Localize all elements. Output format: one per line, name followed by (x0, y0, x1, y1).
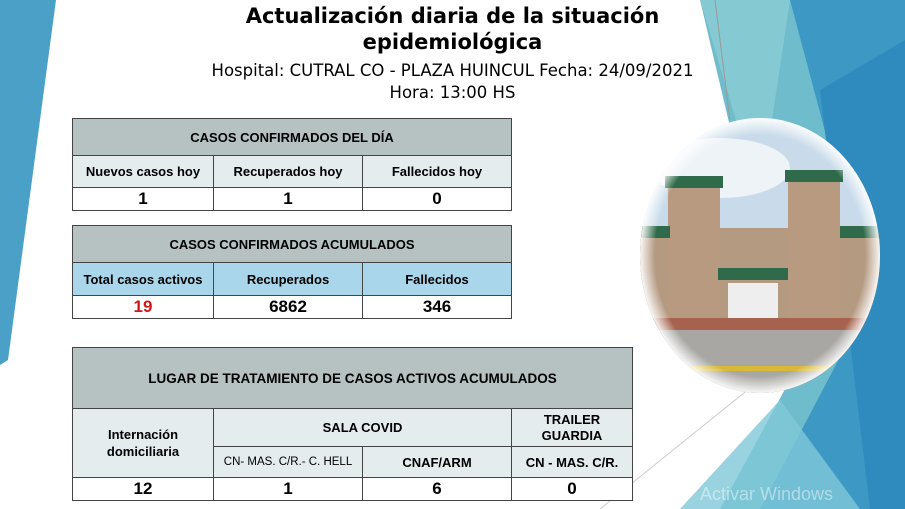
windows-activation-watermark: Activar Windows (700, 484, 834, 504)
value-cell: 6 (362, 477, 512, 501)
value-cell: 12 (72, 477, 214, 501)
col-header: Recuperados hoy (213, 155, 363, 188)
sub-header: CNAF/ARM (362, 446, 512, 478)
hospital-building-photo (640, 118, 880, 393)
sub-header: CN - MAS. C/R. (511, 446, 633, 478)
value-cell: 6862 (213, 295, 363, 319)
value-cell: 1 (213, 477, 363, 501)
time: Hora: 13:00 HS (389, 83, 516, 102)
page-title: Actualización diaria de la situación epi… (245, 4, 660, 54)
col-header-sala: SALA COVID (213, 408, 512, 447)
col-header: Fallecidos hoy (362, 155, 512, 188)
table-title: LUGAR DE TRATAMIENTO DE CASOS ACTIVOS AC… (72, 347, 633, 409)
table-title: CASOS CONFIRMADOS ACUMULADOS (72, 225, 512, 263)
value-cell: 0 (511, 477, 633, 501)
col-header-home: Internación domiciliaria (72, 408, 214, 478)
sub-header: CN- MAS. C/R.- C. HELL (213, 446, 363, 478)
col-header: Recuperados (213, 262, 363, 296)
value-cell: 346 (362, 295, 512, 319)
page-subtitle: Hospital: CUTRAL CO - PLAZA HUINCUL Fech… (180, 60, 725, 104)
active-cases-value: 19 (72, 295, 214, 319)
col-header-trailer: TRAILER GUARDIA (511, 408, 633, 447)
col-header: Fallecidos (362, 262, 512, 296)
col-header: Nuevos casos hoy (72, 155, 214, 188)
col-header: Total casos activos (72, 262, 214, 296)
table-title: CASOS CONFIRMADOS DEL DÍA (72, 118, 512, 156)
value-cell: 1 (72, 187, 214, 211)
value-cell: 1 (213, 187, 363, 211)
value-cell: 0 (362, 187, 512, 211)
hospital-date: Hospital: CUTRAL CO - PLAZA HUINCUL Fech… (211, 61, 694, 80)
